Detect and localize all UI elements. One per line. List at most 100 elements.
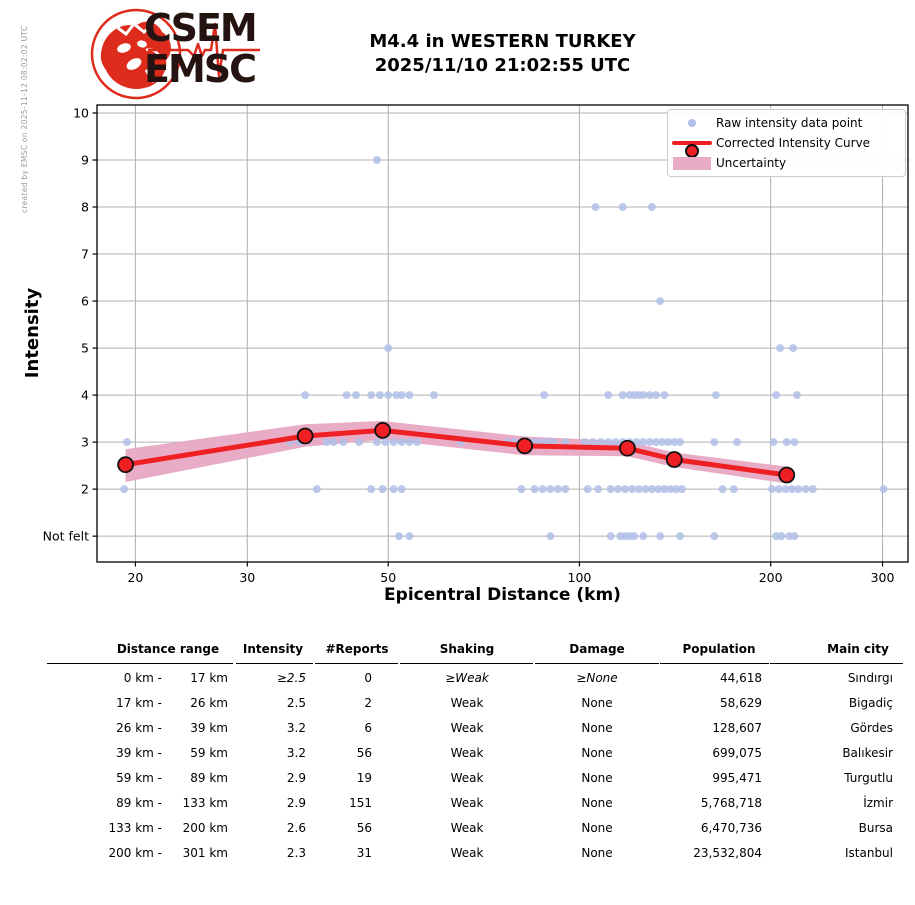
raw-data-point [790, 438, 799, 447]
raw-data-point [670, 438, 679, 447]
cell-range_right: 301 km [182, 846, 228, 860]
cell-range_right: 59 km [190, 746, 228, 760]
raw-data-point [367, 391, 376, 400]
raw-data-point [879, 485, 888, 494]
raw-data-point [652, 438, 661, 447]
raw-data-point [378, 485, 387, 494]
raw-data-point [628, 485, 637, 494]
raw-data-point [790, 532, 799, 541]
cell-population: 23,532,804 [693, 846, 762, 860]
raw-data-point [372, 438, 381, 447]
raw-data-point [389, 438, 398, 447]
cell-city: Bursa [858, 821, 893, 835]
cell-intensity: 2.5 [286, 696, 306, 710]
raw-data-point [413, 438, 422, 447]
raw-data-point [120, 485, 129, 494]
raw-data-point [776, 344, 785, 353]
table-header-population: Population [682, 642, 756, 656]
raw-data-point [781, 485, 790, 494]
cell-intensity: 2.9 [286, 796, 306, 810]
raw-data-point [546, 532, 555, 541]
table-header--reports: #Reports [325, 642, 389, 656]
cell-range_left: 39 km - [116, 746, 162, 760]
raw-data-point [405, 532, 414, 541]
title-event: M4.4 in WESTERN TURKEY [369, 31, 636, 52]
cell-damage: None [581, 821, 613, 835]
cell-range_right: 39 km [190, 721, 228, 735]
cell-range_right: 133 km [182, 796, 228, 810]
corrected-curve-point [117, 456, 134, 474]
cell-population: 699,075 [712, 746, 762, 760]
raw-data-point [774, 485, 783, 494]
title-datetime: 2025/11/10 21:02:55 UTC [374, 55, 631, 76]
corrected-curve-point [665, 451, 683, 468]
cell-damage: None [581, 796, 613, 810]
table-header-shaking: Shaking [439, 642, 495, 656]
raw-data-point [372, 156, 381, 165]
raw-data-point [405, 438, 414, 447]
raw-data-point [658, 438, 667, 447]
raw-data-point [123, 438, 132, 447]
header-underline [770, 663, 903, 664]
cell-population: 44,618 [720, 671, 762, 685]
cell-damage: None [581, 696, 613, 710]
cell-range_right: 26 km [190, 696, 228, 710]
table-header-damage: Damage [569, 642, 625, 656]
cell-intensity: 3.2 [286, 721, 306, 735]
logo-wordmark: CSEM EMSC [144, 6, 258, 90]
raw-data-point [660, 391, 669, 400]
table-header-main-city: Main city [827, 642, 889, 656]
cell-city: Bigadiç [848, 696, 893, 710]
y-tick-label: 9 [81, 152, 89, 167]
table-header-distance-range: Distance range [116, 642, 220, 656]
legend-label-raw: Raw intensity data point [716, 116, 863, 130]
header-underline [660, 663, 769, 664]
raw-data-point [645, 438, 654, 447]
cell-reports: 6 [364, 721, 372, 735]
raw-data-point [596, 438, 605, 447]
cell-damage: None [581, 846, 613, 860]
cell-range_left: 133 km - [108, 821, 162, 835]
raw-data-point [769, 438, 778, 447]
cell-range_left: 17 km - [116, 696, 162, 710]
header-underline [236, 663, 313, 664]
uncertainty-marker-icon [668, 156, 716, 170]
cell-reports: 19 [356, 771, 372, 785]
y-tick-label: Not felt [43, 528, 89, 543]
legend-item-curve: Corrected Intensity Curve [668, 133, 905, 158]
uncertainty-band [125, 420, 787, 484]
raw-data-point [553, 485, 562, 494]
cell-damage: None [581, 746, 613, 760]
raw-data-point [672, 485, 681, 494]
y-tick-label: 8 [81, 199, 89, 214]
raw-data-point [384, 344, 393, 353]
cell-reports: 31 [356, 846, 372, 860]
raw-data-point [329, 438, 338, 447]
raw-data-point [710, 438, 719, 447]
raw-data-point [777, 532, 786, 541]
intensity-report-table: Distance range Intensity #Reports Shaking Da… [0, 638, 915, 878]
cell-reports: 56 [356, 821, 372, 835]
raw-data-point [639, 391, 648, 400]
cell-damage: ≥None [576, 671, 618, 685]
cell-city: Gördes [850, 721, 893, 735]
logo-csem-text: CSEM [144, 6, 258, 50]
raw-data-point [604, 391, 613, 400]
raw-data-point [352, 391, 361, 400]
cell-reports: 56 [356, 746, 372, 760]
x-axis-label: Epicentral Distance (km) [384, 585, 621, 605]
x-tick-label: 300 [871, 570, 895, 585]
raw-data-point [634, 485, 643, 494]
y-tick-label: 2 [81, 481, 89, 496]
plot-border [96, 104, 909, 563]
raw-data-point [772, 391, 781, 400]
raw-data-point [367, 485, 376, 494]
raw-data-point [606, 485, 615, 494]
intensity-distance-plot: 20 30 50 100 200 300 10 9 8 7 6 5 4 3 2 Not felt [43, 104, 909, 585]
cell-range_right: 17 km [190, 671, 228, 685]
raw-data-point [604, 438, 613, 447]
cell-shaking: Weak [450, 696, 484, 710]
cell-range_right: 89 km [190, 771, 228, 785]
raw-data-point [787, 485, 796, 494]
